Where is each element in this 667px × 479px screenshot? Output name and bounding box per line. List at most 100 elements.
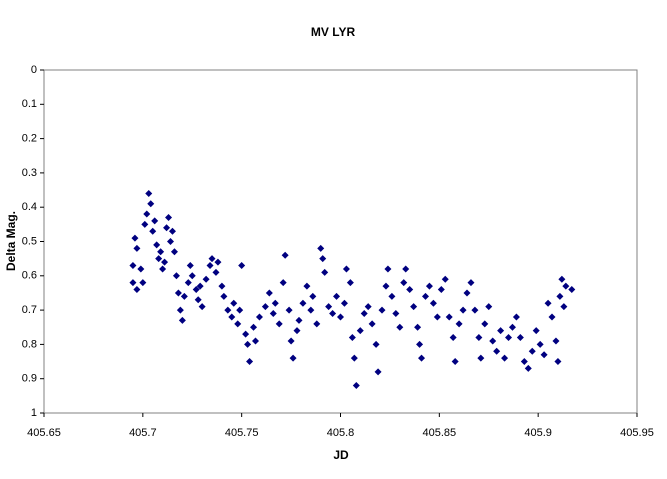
y-tick-label: 0.7 (22, 304, 37, 316)
data-point (271, 299, 279, 307)
data-point (236, 306, 244, 314)
y-axis-label: Delta Mag. (4, 211, 18, 271)
data-point (418, 354, 426, 362)
data-point (163, 224, 171, 232)
data-point (368, 320, 376, 328)
data-point (441, 275, 449, 283)
data-point (449, 334, 457, 342)
y-tick-label: 0.2 (22, 133, 37, 145)
data-point (544, 299, 552, 307)
x-axis-label: JD (333, 448, 349, 462)
data-point (392, 310, 400, 318)
data-point (532, 327, 540, 335)
data-point (552, 337, 560, 345)
data-point (406, 286, 414, 294)
data-point (455, 320, 463, 328)
data-point (356, 327, 364, 335)
data-point (285, 306, 293, 314)
data-point (153, 241, 161, 249)
data-point (400, 279, 408, 287)
data-point (192, 286, 200, 294)
data-point (437, 286, 445, 294)
data-point (149, 227, 157, 235)
data-point (178, 316, 186, 324)
data-point (170, 248, 178, 256)
data-point (165, 213, 173, 221)
data-point (214, 258, 222, 266)
data-point (250, 323, 258, 331)
y-tick-label: 0.6 (22, 270, 37, 282)
data-point (512, 313, 520, 321)
data-point (346, 279, 354, 287)
data-point (194, 296, 202, 304)
data-point (558, 275, 566, 283)
data-point (220, 292, 228, 300)
data-point (224, 306, 232, 314)
data-point (161, 258, 169, 266)
plot-area (43, 69, 638, 414)
data-point (508, 323, 516, 331)
data-point (329, 310, 337, 318)
data-point (388, 292, 396, 300)
data-point (234, 320, 242, 328)
data-point (416, 340, 424, 348)
y-tick-label: 0.5 (22, 235, 37, 247)
y-tick-label: 0.4 (22, 201, 37, 213)
data-point (176, 306, 184, 314)
data-point (252, 337, 260, 345)
data-point (174, 289, 182, 297)
data-point (281, 251, 289, 259)
data-point (184, 279, 192, 287)
data-point (433, 313, 441, 321)
data-point (155, 255, 163, 263)
data-point (208, 255, 216, 263)
data-point (485, 303, 493, 311)
data-point (374, 368, 382, 376)
data-point (421, 292, 429, 300)
data-point (295, 316, 303, 324)
x-tick-label: 405.7 (129, 427, 157, 439)
data-point (139, 279, 147, 287)
data-point (218, 282, 226, 290)
data-point (364, 303, 372, 311)
data-point (206, 262, 214, 270)
data-point (352, 382, 360, 390)
data-point (396, 323, 404, 331)
data-point (313, 320, 321, 328)
data-point (299, 299, 307, 307)
data-point (520, 358, 528, 366)
data-point (137, 265, 145, 273)
data-point (198, 303, 206, 311)
data-point (471, 306, 479, 314)
x-tick-label: 405.65 (27, 427, 61, 439)
data-point (129, 279, 137, 287)
data-point (429, 299, 437, 307)
data-point (568, 286, 576, 294)
data-point (265, 289, 273, 297)
data-point (133, 244, 141, 252)
data-point (238, 262, 246, 270)
data-point (501, 354, 509, 362)
data-point (382, 282, 390, 290)
data-point (333, 292, 341, 300)
data-point (246, 358, 254, 366)
data-point (303, 282, 311, 290)
data-point (202, 275, 210, 283)
y-tick-label: 0.8 (22, 338, 37, 350)
data-point (350, 354, 358, 362)
data-point (289, 354, 297, 362)
data-point (402, 265, 410, 273)
data-point (255, 313, 263, 321)
data-point (244, 340, 252, 348)
data-point (548, 313, 556, 321)
y-tick-label: 0.1 (22, 98, 37, 110)
data-point (261, 303, 269, 311)
data-point (475, 334, 483, 342)
data-point (540, 351, 548, 359)
data-point (317, 244, 325, 252)
data-point (414, 323, 422, 331)
x-tick-label: 405.75 (225, 427, 259, 439)
data-point (147, 200, 155, 208)
data-point (459, 306, 467, 314)
